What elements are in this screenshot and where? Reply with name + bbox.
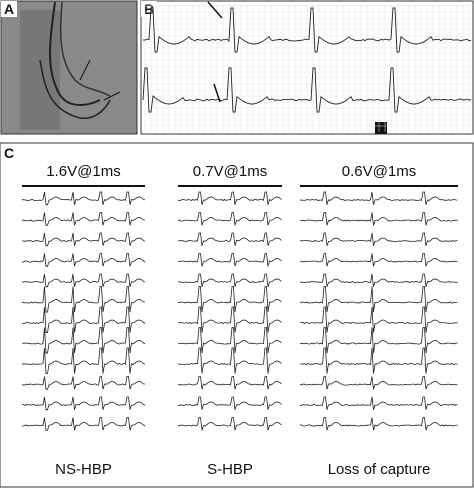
ecg-trace — [299, 286, 458, 313]
ecg-trace — [177, 376, 282, 390]
ecg-trace — [21, 212, 146, 226]
ecg-trace — [21, 347, 146, 374]
ecg-trace — [21, 286, 146, 313]
ecg-trace — [299, 253, 458, 267]
label-box — [1, 1, 17, 17]
ecg-trace — [177, 327, 282, 354]
ecg-trace — [177, 232, 282, 246]
arrow — [103, 91, 121, 101]
ecg-trace — [300, 212, 458, 226]
ecg-trace — [177, 191, 282, 205]
catheter — [39, 59, 111, 119]
panel-frame — [0, 142, 474, 488]
ecg-trace — [299, 306, 458, 333]
ecg-trace — [177, 417, 282, 431]
panel-c: C 1.6V@1ms NS-HBP 0.7V@1ms S-HBP 0.6V@1ms Los… — [0, 142, 474, 488]
shadow — [20, 10, 60, 130]
panel-label: C — [4, 145, 14, 161]
ecg-trace — [21, 191, 146, 206]
ecg-trace — [177, 212, 282, 226]
ecg-trace — [177, 273, 282, 287]
ecg-trace — [21, 273, 146, 288]
arrow — [207, 1, 223, 19]
ecg-trace — [299, 327, 458, 354]
pacing-type: S-HBP — [207, 461, 253, 478]
ecg-trace — [299, 232, 458, 246]
arrow — [213, 83, 221, 103]
recording-trace — [142, 67, 472, 113]
ecg-trace — [21, 253, 146, 267]
ecg-trace — [177, 286, 282, 313]
panel-a: A — [0, 0, 138, 135]
ecg-trace — [21, 327, 146, 354]
ecg-trace — [299, 376, 458, 390]
ecg-trace — [299, 347, 458, 374]
panel-b: B — [140, 0, 474, 135]
pacing-type: Loss of capture — [328, 461, 431, 478]
lead — [49, 1, 101, 106]
ecg-trace — [21, 306, 146, 333]
ecg-trace — [299, 396, 458, 410]
stimulus-setting: 1.6V@1ms — [46, 163, 120, 180]
stimulus-setting: 0.7V@1ms — [193, 163, 267, 180]
ecg-trace — [299, 273, 458, 287]
pacing-type: NS-HBP — [55, 461, 112, 478]
panel-label: B — [144, 1, 154, 17]
ecg-trace — [177, 396, 282, 410]
ecg-trace — [300, 417, 458, 431]
lead — [59, 1, 111, 97]
ecg-trace — [21, 396, 146, 411]
arrow — [79, 59, 91, 81]
ecg-trace — [21, 417, 146, 431]
recording-trace — [142, 7, 472, 53]
panel-label: A — [4, 1, 14, 17]
ecg-trace — [299, 191, 458, 205]
ecg-trace — [177, 347, 282, 374]
ecg-trace — [177, 306, 282, 333]
ecg-trace — [21, 232, 146, 247]
ecg-trace — [177, 253, 282, 267]
stimulus-setting: 0.6V@1ms — [342, 163, 416, 180]
ecg-trace — [21, 376, 145, 390]
marker — [375, 122, 387, 134]
